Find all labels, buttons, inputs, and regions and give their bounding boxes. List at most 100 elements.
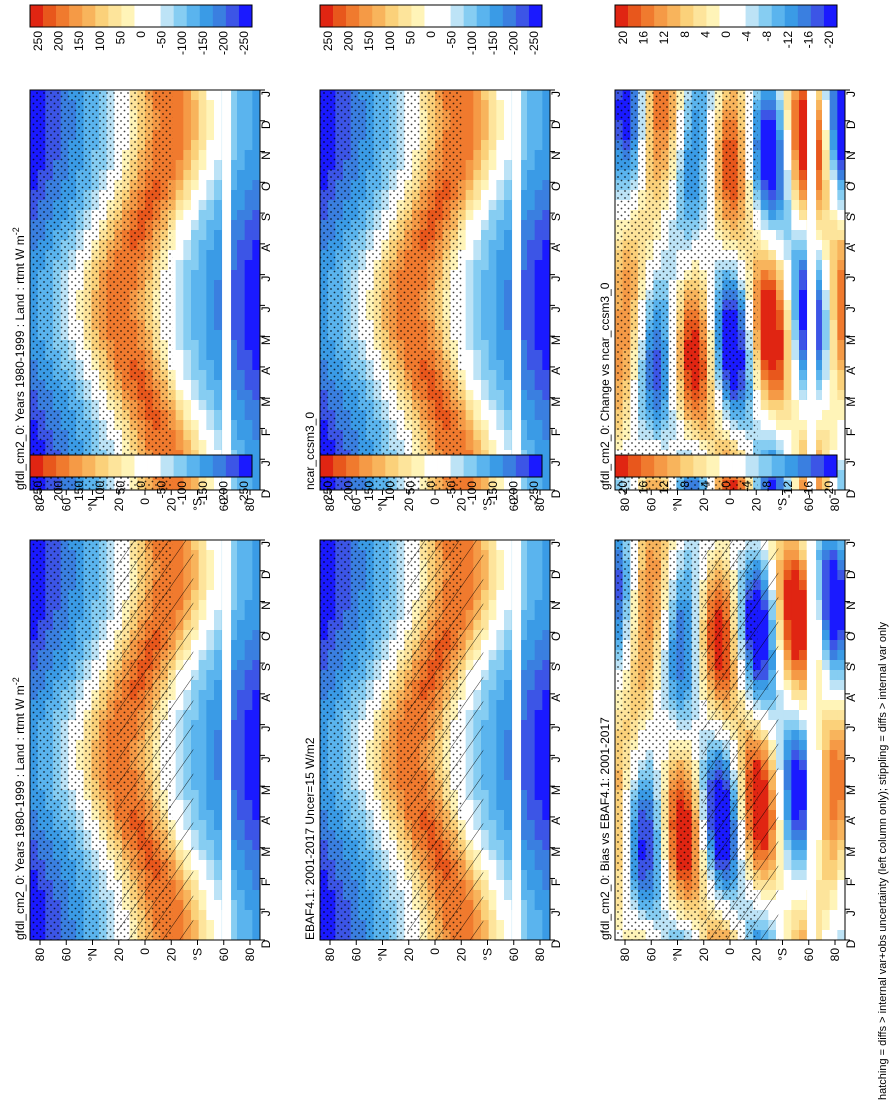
heatmap-cell xyxy=(465,340,474,351)
heatmap-cell xyxy=(519,620,528,631)
heatmap-cell xyxy=(244,840,253,851)
lat-tick-label: 20 xyxy=(112,948,126,962)
heatmap-cell xyxy=(542,850,551,861)
heatmap-cell xyxy=(198,210,207,221)
heatmap-cell xyxy=(481,290,490,301)
heatmap-cell xyxy=(504,350,513,361)
heatmap-cell xyxy=(206,350,215,361)
lat-tick-label: 80 xyxy=(243,948,257,962)
heatmap-cell xyxy=(542,680,551,691)
month-tick-label: M xyxy=(259,785,273,795)
heatmap-cell xyxy=(183,120,192,131)
heatmap-cell xyxy=(504,750,513,761)
heatmap-cell xyxy=(473,230,482,241)
heatmap-cell xyxy=(542,360,551,371)
heatmap-cell xyxy=(481,900,490,911)
heatmap-cell xyxy=(206,160,215,171)
heatmap-cell xyxy=(481,870,490,881)
heatmap-cell xyxy=(198,240,207,251)
heatmap-cell xyxy=(191,380,200,391)
heatmap-cell xyxy=(198,690,207,701)
heatmap-cell xyxy=(206,310,215,321)
heatmap-cell xyxy=(481,370,490,381)
heatmap-cell xyxy=(175,240,184,251)
heatmap-cell xyxy=(465,190,474,201)
heatmap-cell xyxy=(237,670,246,681)
month-tick-label: J xyxy=(259,541,273,547)
heatmap-cell xyxy=(519,800,528,811)
heatmap-cell xyxy=(229,130,238,141)
month-tick-label: D xyxy=(549,570,563,579)
heatmap-cell xyxy=(481,570,490,581)
heatmap-cell xyxy=(527,90,536,101)
heatmap-cell xyxy=(229,580,238,591)
heatmap-cell xyxy=(252,750,261,761)
heatmap-cell xyxy=(191,770,200,781)
heatmap-cell xyxy=(175,100,184,111)
heatmap-cell xyxy=(244,920,253,931)
heatmap-cell xyxy=(229,930,238,941)
heatmap-cell xyxy=(175,90,184,101)
heatmap-cell xyxy=(237,840,246,851)
heatmap-cell xyxy=(481,710,490,721)
heatmap-cell xyxy=(542,480,551,491)
heatmap-cell xyxy=(496,840,505,851)
heatmap-cell xyxy=(496,620,505,631)
heatmap-cell xyxy=(542,690,551,701)
heatmap-cell xyxy=(198,330,207,341)
heatmap-cell xyxy=(229,690,238,701)
heatmap-cell xyxy=(496,190,505,201)
heatmap-cell xyxy=(252,920,261,931)
heatmap-cell xyxy=(191,400,200,411)
heatmap-cell xyxy=(542,770,551,781)
heatmap-cell xyxy=(542,440,551,451)
month-tick-label: M xyxy=(549,785,563,795)
heatmap-cell xyxy=(488,740,497,751)
heatmap-cell xyxy=(504,200,513,211)
heatmap-cell xyxy=(504,550,513,561)
heatmap-cell xyxy=(519,330,528,341)
heatmap-cell xyxy=(252,410,261,421)
heatmap-cell xyxy=(488,820,497,831)
heatmap-cell xyxy=(191,250,200,261)
heatmap-cell xyxy=(191,600,200,611)
heatmap-cell xyxy=(237,770,246,781)
heatmap-cell xyxy=(504,420,513,431)
heatmap-cell xyxy=(481,390,490,401)
heatmap-cell xyxy=(496,830,505,841)
heatmap-cell xyxy=(519,760,528,771)
heatmap-cell xyxy=(191,150,200,161)
heatmap-cell xyxy=(214,120,223,131)
heatmap-cell xyxy=(237,870,246,881)
heatmap-cell xyxy=(198,780,207,791)
panel-title: gfdl_cm2_0: Years 1980-1999 : Land : rtm… xyxy=(11,677,27,940)
heatmap-cell xyxy=(198,140,207,151)
heatmap-cell xyxy=(481,160,490,171)
heatmap-cell xyxy=(481,620,490,631)
heatmap-cell xyxy=(527,850,536,861)
heatmap-cell xyxy=(473,110,482,121)
heatmap-cell xyxy=(206,660,215,671)
heatmap-cell xyxy=(229,700,238,711)
heatmap-cell xyxy=(534,920,543,931)
heatmap-cell xyxy=(175,280,184,291)
heatmap-cell xyxy=(252,350,261,361)
heatmap-cell xyxy=(542,660,551,671)
heatmap-cell xyxy=(229,240,238,251)
heatmap-cell xyxy=(214,370,223,381)
heatmap-cell xyxy=(237,300,246,311)
month-tick-label: J xyxy=(549,306,563,312)
heatmap-cell xyxy=(229,210,238,221)
heatmap-cell xyxy=(488,650,497,661)
heatmap-cell xyxy=(191,930,200,941)
heatmap-cell xyxy=(534,390,543,401)
heatmap-cell xyxy=(465,120,474,131)
heatmap-cell xyxy=(527,110,536,121)
heatmap-cell xyxy=(252,900,261,911)
heatmap-cell xyxy=(244,170,253,181)
heatmap-cell xyxy=(473,180,482,191)
heatmap-cell xyxy=(214,210,223,221)
heatmap-cell xyxy=(488,370,497,381)
heatmap-cell xyxy=(519,690,528,701)
heatmap-cell xyxy=(191,230,200,241)
